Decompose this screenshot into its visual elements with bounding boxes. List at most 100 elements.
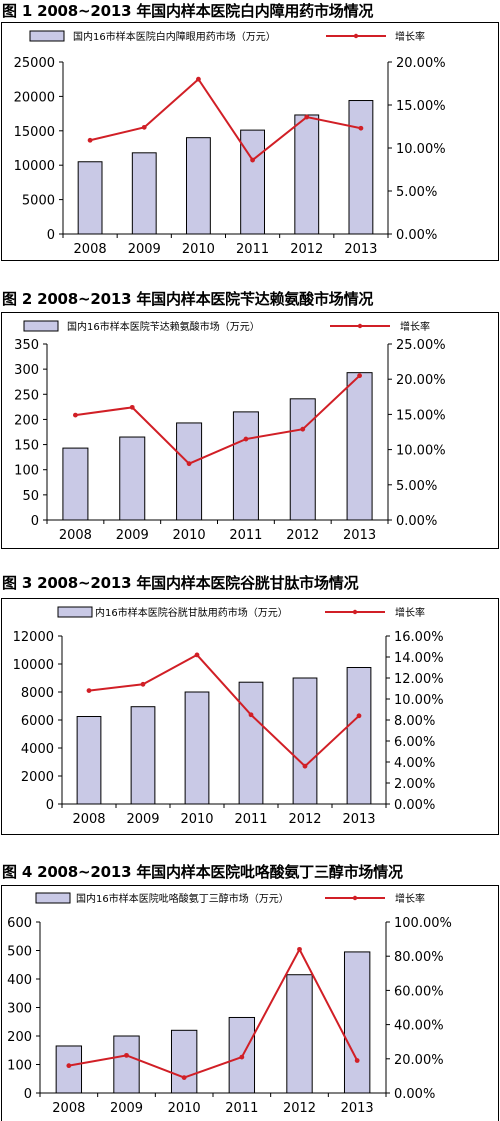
x-tick-label: 2013 (343, 528, 376, 543)
y-right-tick-label: 6.00% (394, 735, 435, 750)
y-left-tick-label: 0 (47, 228, 55, 243)
chart-1-plot: 国内16市样本医院白内障眼用药市场（万元） 增长率 0 5000 10000 15000 2… (14, 30, 446, 257)
y-left-tick-label: 4000 (21, 742, 54, 757)
y-right-tick-label: 100.00% (394, 916, 452, 931)
bar-2013 (346, 667, 372, 805)
bar-2011 (232, 411, 259, 521)
y-left-tick-label: 5000 (22, 194, 55, 209)
y-right-tick-label: 0.00% (394, 1087, 435, 1102)
bar-2012 (292, 677, 318, 805)
y-left-tick-label: 8000 (21, 686, 54, 701)
x-tick-label: 2008 (59, 528, 92, 543)
legend-bar-swatch (23, 320, 59, 332)
growth-point-2008 (87, 137, 93, 143)
y-left-tick-label: 250 (14, 388, 39, 403)
y-left-tick-label: 6000 (21, 714, 54, 729)
bar-2010 (186, 137, 211, 235)
y-left-tick-label: 400 (7, 973, 32, 988)
y-right-tick-label: 0.00% (394, 798, 435, 813)
bar-2008 (77, 161, 103, 235)
y-left-tick-label: 300 (7, 1002, 32, 1017)
bar-2008 (76, 716, 102, 805)
growth-point-2010 (196, 76, 201, 82)
y-left-tick-label: 2000 (21, 770, 54, 785)
x-tick-label: 2011 (229, 528, 262, 543)
y-right-tick-label: 12.00% (394, 672, 444, 687)
y-left-tick-label: 10000 (13, 658, 54, 673)
figure-1-title: 图 1 2008~2013 年国内样本医院白内障用药市场情况 (2, 2, 374, 20)
x-tick-label: 2010 (168, 1101, 201, 1116)
x-tick-label: 2012 (290, 242, 323, 257)
y-left-tick-label: 0 (24, 1087, 32, 1102)
legend-line-label: 增长率 (395, 606, 425, 619)
growth-point-2012 (304, 114, 310, 120)
x-tick-label: 2012 (288, 812, 321, 827)
legend-bar-label: 国内16市样本医院吡咯酸氨丁三醇市场（万元） (76, 892, 289, 905)
growth-point-2011 (243, 436, 249, 442)
growth-rate-line (68, 947, 359, 1079)
figure-4-title: 图 4 2008~2013 年国内样本医院吡咯酸氨丁三醇市场情况 (2, 863, 403, 881)
bar-2008 (62, 447, 89, 521)
growth-rate-line (75, 374, 361, 465)
y-right-tick-label: 60.00% (394, 984, 444, 999)
y-left-tick-label: 15000 (14, 125, 55, 140)
growth-point-2012 (297, 946, 302, 952)
y-left-tick-label: 600 (7, 916, 32, 931)
chart-3: 内16市样本医院谷胱甘肽用药市场（万元） 增长率 0 2000 4000 6000 8000… (1, 598, 499, 835)
growth-point-2013 (358, 125, 364, 131)
legend-line-marker (352, 609, 358, 615)
legend-line-marker (353, 33, 359, 39)
chart-4-plot: 国内16市样本医院吡咯酸氨丁三醇市场（万元） 增长率 0 100 200 300 400 50… (7, 892, 452, 1116)
y-left-tick-label: 200 (7, 1030, 32, 1045)
y-right-tick-label: 4.00% (394, 756, 435, 771)
y-right-tick-label: 10.00% (396, 444, 446, 459)
growth-point-2008 (86, 688, 92, 693)
chart-1: 国内16市样本医院白内障眼用药市场（万元） 增长率 0 5000 10000 15000 2… (1, 22, 499, 261)
x-tick-label: 2013 (344, 242, 377, 257)
growth-point-2013 (356, 713, 362, 719)
legend-bar-label: 内16市样本医院谷胱甘肽用药市场（万元） (95, 606, 288, 619)
y-right-tick-label: 0.00% (396, 228, 437, 243)
y-right-tick-label: 25.00% (396, 338, 446, 353)
y-right-tick-label: 15.00% (396, 99, 446, 114)
x-tick-label: 2008 (74, 242, 107, 257)
chart-2: 国内16市样本医院苄达赖氨酸市场（万元） 增长率 0 50 100 150 200 250 30… (1, 312, 499, 549)
y-left-tick-label: 300 (14, 363, 39, 378)
figure-2-title: 图 2 2008~2013 年国内样本医院苄达赖氨酸市场情况 (2, 290, 374, 308)
bar-2011 (238, 681, 264, 805)
bar-2010 (176, 422, 203, 521)
bar-2009 (113, 1035, 140, 1094)
x-tick-label: 2013 (342, 812, 375, 827)
growth-point-2009 (141, 124, 147, 130)
y-left-tick-label: 150 (14, 439, 39, 454)
y-right-tick-label: 15.00% (396, 408, 446, 423)
legend-bar-swatch (35, 892, 71, 904)
bar-2011 (240, 129, 266, 235)
growth-point-2009 (124, 1052, 129, 1058)
x-tick-label: 2013 (341, 1101, 374, 1116)
y-right-tick-label: 0.00% (396, 514, 437, 529)
x-tick-label: 2011 (236, 242, 269, 257)
y-left-tick-label: 12000 (13, 630, 54, 645)
y-right-tick-label: 20.00% (394, 1053, 444, 1068)
legend-line-marker (357, 323, 363, 329)
bar-2012 (289, 398, 316, 521)
growth-point-2011 (248, 712, 254, 718)
bar-2013 (343, 951, 371, 1094)
growth-rate-line (88, 653, 360, 768)
y-right-tick-label: 5.00% (396, 479, 437, 494)
chart-4: 国内16市样本医院吡咯酸氨丁三醇市场（万元） 增长率 0 100 200 300 400 50… (1, 885, 499, 1121)
legend-bar-swatch (57, 606, 93, 618)
legend-bar-label: 国内16市样本医院苄达赖氨酸市场（万元） (67, 320, 260, 333)
y-right-tick-label: 40.00% (394, 1019, 444, 1034)
figure-1: 图 1 2008~2013 年国内样本医院白内障用药市场情况 国内16市样本医院… (0, 0, 500, 262)
growth-point-2010 (186, 461, 192, 467)
figure-3-title: 图 3 2008~2013 年国内样本医院谷胱甘肽市场情况 (2, 574, 359, 592)
legend-bar-swatch (29, 30, 65, 42)
y-right-tick-label: 8.00% (394, 714, 435, 729)
y-right-tick-label: 80.00% (394, 950, 444, 965)
growth-point-2013 (354, 1058, 360, 1063)
x-tick-label: 2011 (234, 812, 267, 827)
legend-bar-label: 国内16市样本医院白内障眼用药市场（万元） (73, 30, 276, 43)
bar-2008 (55, 1045, 83, 1094)
